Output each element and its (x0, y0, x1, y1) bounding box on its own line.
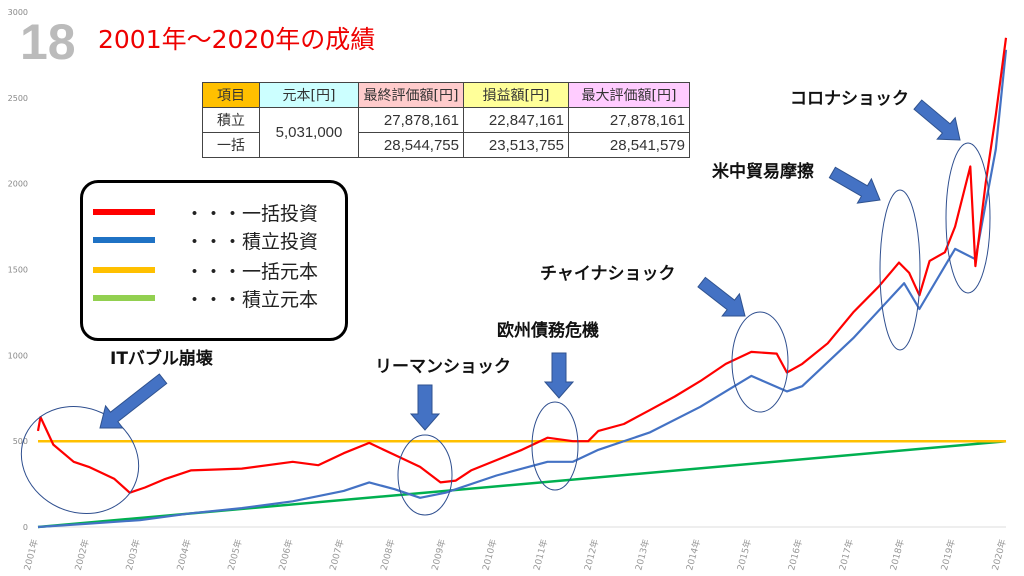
legend-swatch (93, 295, 155, 301)
x-tick-label: 2015年 (734, 538, 754, 572)
y-tick-label: 2500 (8, 94, 28, 103)
x-tick-label: 2006年 (276, 538, 296, 572)
legend-label: ・・・積立元本 (185, 289, 319, 311)
annotations (20, 142, 991, 516)
x-tick-label: 2009年 (429, 538, 449, 572)
row-label: 一括 (202, 132, 260, 158)
row-label: 積立 (202, 107, 260, 133)
x-tick-label: 2004年 (174, 538, 194, 572)
x-tick-label: 2017年 (836, 538, 856, 572)
ellipse-china (731, 311, 789, 413)
final-cell: 27,878,161 (358, 107, 464, 133)
y-tick-label: 1000 (8, 351, 28, 360)
table-header-row: 項目 元本[円] 最終評価額[円] 損益額[円] 最大評価額[円] (202, 82, 690, 108)
label-china-shock: チャイナショック (540, 264, 676, 284)
ellipse-it-bubble (20, 405, 140, 515)
legend-label: ・・・一括投資 (185, 203, 319, 225)
table-row: 積立 5,031,000 27,878,161 22,847,161 27,87… (202, 107, 690, 158)
principal-cell: 5,031,000 (259, 107, 359, 158)
x-tick-label: 2002年 (72, 538, 92, 572)
legend-item: ・・・積立元本 (93, 287, 343, 321)
col-header: 項目 (202, 82, 260, 108)
arrow-icon (828, 166, 881, 204)
final-cell: 28,544,755 (358, 132, 464, 158)
col-header: 最終評価額[円] (358, 82, 464, 108)
max-cell: 28,541,579 (568, 132, 690, 158)
x-tick-label: 2011年 (531, 538, 551, 572)
x-tick-label: 2005年 (225, 538, 245, 572)
ellipse-corona (945, 142, 991, 294)
x-tick-label: 2008年 (378, 538, 398, 572)
x-tick-label: 2007年 (327, 538, 347, 572)
slide-number: 18 (20, 14, 76, 70)
legend-item: ・・・積立投資 (93, 229, 343, 263)
col-header: 最大評価額[円] (568, 82, 690, 108)
profit-cell: 22,847,161 (463, 107, 569, 133)
x-tick-label: 2012年 (581, 538, 601, 572)
y-tick-label: 1500 (8, 266, 28, 275)
label-lehman: リーマンショック (375, 357, 511, 377)
legend-swatch (93, 209, 155, 215)
x-tick-label: 2018年 (887, 538, 907, 572)
legend-label: ・・・積立投資 (185, 231, 319, 253)
legend-swatch (93, 267, 155, 273)
series-line-積立投資 (37, 49, 1008, 529)
arrow-icon (409, 384, 441, 431)
x-tick-label: 2016年 (785, 538, 805, 572)
y-tick-label: 3000 (8, 8, 28, 17)
label-us-china: 米中貿易摩擦 (712, 161, 814, 182)
table-row: 一括 28,544,755 23,513,755 28,541,579 (202, 132, 690, 158)
legend-label: ・・・一括元本 (185, 261, 319, 283)
profit-cell: 23,513,755 (463, 132, 569, 158)
x-tick-label: 2003年 (123, 538, 143, 572)
max-cell: 27,878,161 (568, 107, 690, 133)
y-tick-label: 500 (13, 437, 28, 446)
arrow-icon (543, 352, 575, 399)
ellipse-euro (531, 401, 579, 491)
x-tick-label: 2010年 (480, 538, 500, 572)
legend-item: ・・・一括元本 (93, 259, 343, 293)
label-euro-crisis: 欧州債務危機 (497, 320, 599, 341)
legend-item: ・・・一括投資 (93, 201, 343, 235)
arrow-icon (913, 99, 961, 141)
arrow-icon (99, 373, 168, 429)
label-corona: コロナショック (790, 89, 909, 109)
label-it-bubble: ITバブル崩壊 (110, 348, 214, 369)
ellipse-us-china (879, 189, 921, 351)
slide-title: 2001年～2020年の成績 (98, 25, 376, 54)
x-tick-label: 2014年 (683, 538, 703, 572)
x-tick-label: 2020年 (989, 538, 1009, 572)
y-tick-label: 0 (23, 523, 28, 532)
ellipse-lehman (397, 434, 453, 516)
legend: ・・・一括投資 ・・・積立投資 ・・・一括元本 ・・・積立元本 (80, 180, 348, 341)
x-tick-label: 2001年 (21, 538, 41, 572)
col-header: 損益額[円] (463, 82, 569, 108)
arrow-icon (697, 276, 746, 317)
x-tick-label: 2019年 (938, 538, 958, 572)
legend-swatch (93, 237, 155, 243)
y-tick-label: 2000 (8, 180, 28, 189)
x-tick-label: 2013年 (632, 538, 652, 572)
col-header: 元本[円] (259, 82, 359, 108)
results-table: 項目 元本[円] 最終評価額[円] 損益額[円] 最大評価額[円] 積立 5,0… (202, 82, 690, 158)
